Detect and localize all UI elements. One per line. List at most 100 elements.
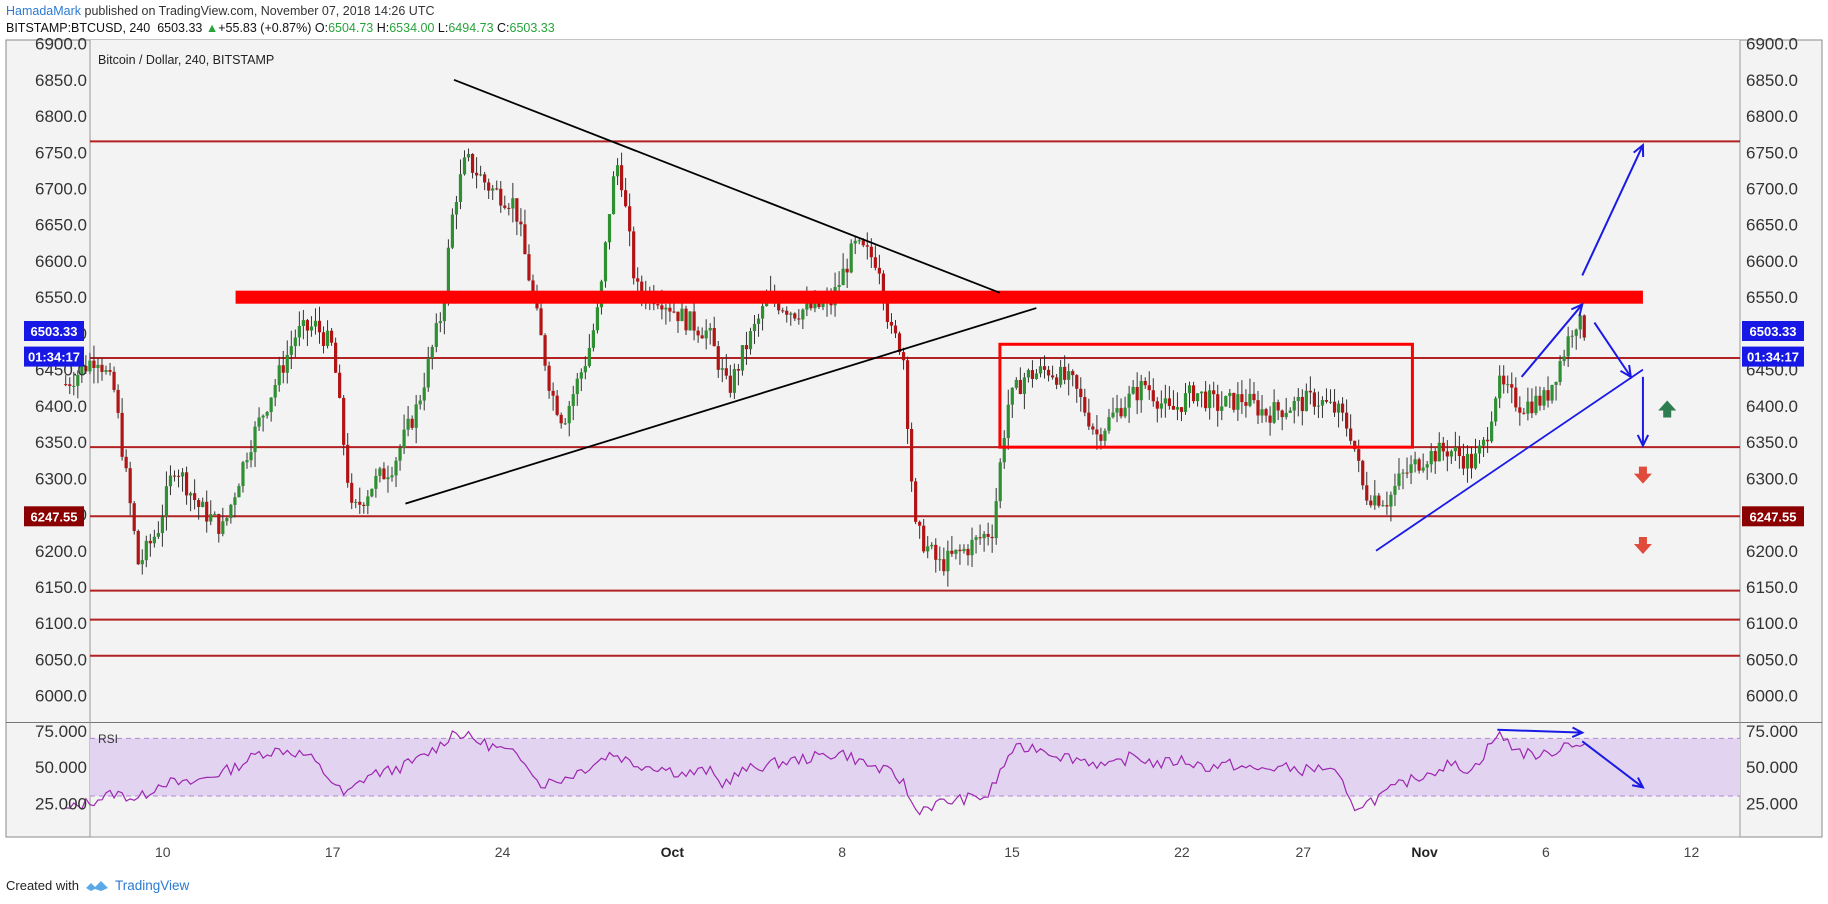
candle-body [1373, 495, 1377, 506]
time-tick: Oct [661, 844, 685, 860]
candle-body [358, 501, 362, 505]
candle-body [607, 214, 612, 243]
candle-body [1490, 421, 1494, 442]
candle-body [1179, 407, 1184, 412]
candle-body [628, 206, 632, 232]
candle-body [1570, 335, 1574, 337]
resistance-zone [235, 290, 1643, 304]
drawings[interactable] [235, 79, 1828, 554]
candle-body [986, 533, 990, 537]
low-value: 6494.73 [448, 21, 494, 35]
rsi-divergence-arrow [1581, 740, 1644, 789]
candle-body [410, 418, 414, 428]
price-badge-left-text: 01:34:17 [28, 350, 80, 365]
candle-body [1018, 379, 1022, 394]
candle-body [1554, 382, 1558, 385]
candle-body [148, 540, 152, 544]
candle-body [265, 412, 269, 416]
candle-body [1099, 434, 1103, 441]
candle-body [865, 245, 869, 247]
candle-body [317, 320, 322, 333]
high-value: 6534.00 [389, 21, 435, 35]
candle-body [1095, 429, 1099, 435]
close-value: 6503.33 [509, 21, 555, 35]
candle-body [450, 214, 455, 248]
candle-body [720, 368, 724, 370]
candle-body [1079, 388, 1083, 398]
candle-body [1252, 393, 1256, 401]
candle-body [1050, 375, 1055, 378]
candle-body [1453, 447, 1457, 452]
candle-body [801, 309, 805, 320]
rsi-divergence-arrow [1497, 728, 1583, 734]
candle-body [893, 325, 898, 334]
candle-body [579, 372, 583, 379]
candle-body [511, 198, 515, 209]
candle-body [1316, 405, 1321, 407]
candle-body [1038, 366, 1043, 374]
candle-body [1131, 386, 1135, 394]
candle-body [1510, 384, 1514, 388]
candle-body [922, 525, 926, 552]
candle-body [881, 273, 886, 301]
candle-body [334, 342, 338, 373]
candle-body [1163, 398, 1167, 404]
symbol-label: BITSTAMP:BTCUSD, 240 [6, 21, 151, 35]
candle-body [201, 501, 205, 507]
candle-body [354, 501, 358, 503]
candle-body [164, 486, 169, 517]
candle-body [632, 231, 636, 279]
time-tick: 10 [155, 844, 171, 860]
tradingview-logo-icon [85, 880, 108, 891]
candle-body [277, 365, 281, 386]
candle-body [1127, 393, 1131, 408]
rsi-tick-left: 50.000 [35, 758, 87, 777]
candle-body [781, 310, 785, 312]
candle-body [301, 320, 305, 327]
candle-body [402, 429, 406, 448]
projection-arrow-head [1570, 302, 1584, 317]
candle-body [950, 550, 954, 554]
candle-body [1300, 396, 1304, 412]
candle-body [559, 414, 563, 424]
candle-body [1042, 366, 1047, 370]
candle-body [1216, 394, 1220, 411]
candle-body [418, 400, 422, 405]
price-tick-right: 6650.0 [1746, 216, 1798, 235]
candle-body [245, 460, 249, 463]
time-tick: 24 [495, 844, 511, 860]
candle-body [736, 369, 741, 371]
time-tick: 6 [1542, 844, 1550, 860]
candle-body [1022, 377, 1026, 394]
rsi-label: RSI [98, 732, 118, 746]
candle-body [1204, 391, 1208, 409]
candle-body [1280, 410, 1284, 418]
candle-body [189, 493, 193, 496]
publisher-name[interactable]: HamadaMark [6, 4, 82, 18]
tradingview-link[interactable]: TradingView [114, 878, 190, 893]
candle-body [785, 310, 789, 315]
candle-body [197, 500, 201, 507]
candle-body [970, 539, 974, 556]
candle-body [692, 311, 696, 331]
candle-body [205, 501, 209, 522]
candle-body [1026, 370, 1031, 378]
candle-body [1546, 390, 1550, 401]
candle-body [873, 257, 877, 268]
rsi-band [90, 738, 1740, 797]
price-tick-left: 6300.0 [35, 469, 87, 488]
candle-body [1228, 392, 1232, 397]
created-with-text: Created with [6, 878, 79, 893]
candle-body [374, 475, 378, 489]
candle-body [1143, 380, 1147, 386]
price-tick-left: 6200.0 [35, 542, 87, 561]
candle-body [1006, 404, 1010, 439]
candle-body [954, 549, 958, 554]
candle-body [1473, 453, 1478, 469]
candle-body [1494, 398, 1498, 422]
candle-body [1550, 384, 1554, 401]
candle-body [1183, 393, 1188, 412]
candle-body [1276, 402, 1280, 411]
candle-body [1328, 401, 1333, 403]
